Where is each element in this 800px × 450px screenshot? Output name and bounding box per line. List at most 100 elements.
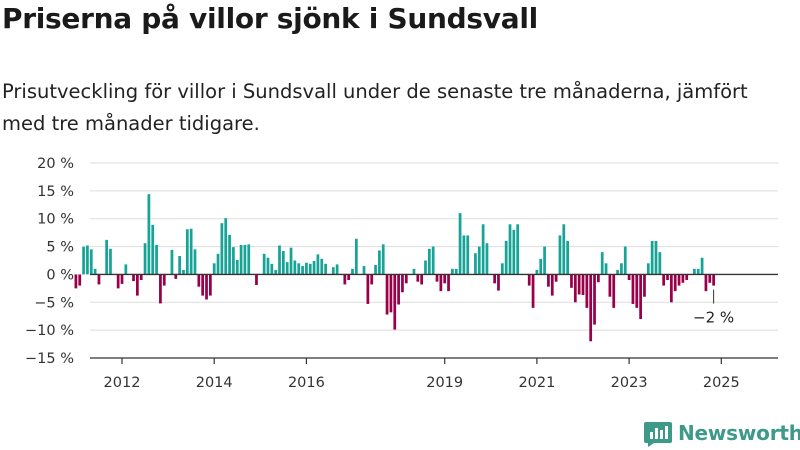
bar xyxy=(543,246,546,275)
bar xyxy=(620,263,623,275)
bar xyxy=(597,274,600,283)
bar xyxy=(431,246,435,275)
bar xyxy=(451,268,454,275)
bar xyxy=(182,269,185,275)
bar xyxy=(324,263,327,275)
bar xyxy=(658,252,662,275)
bar xyxy=(136,274,139,296)
bar xyxy=(443,274,447,284)
bar xyxy=(362,266,366,275)
newsworthy-logo: Newsworthy xyxy=(644,419,800,447)
newsworthy-logo-text: Newsworthy xyxy=(678,421,800,445)
x-tick-label: 2019 xyxy=(426,375,463,391)
bar xyxy=(612,274,616,308)
bar xyxy=(627,274,631,280)
bar xyxy=(643,274,646,297)
annotation-layer: −2 % xyxy=(693,289,734,327)
bar xyxy=(435,274,439,282)
bar xyxy=(393,274,397,330)
bar xyxy=(416,274,420,282)
bar xyxy=(412,268,416,275)
bar xyxy=(558,235,562,275)
bar xyxy=(162,274,166,286)
bar xyxy=(89,249,93,275)
bar xyxy=(673,274,677,292)
bar xyxy=(82,246,85,275)
x-tick-label: 2014 xyxy=(196,375,233,391)
bar xyxy=(170,249,174,275)
bar xyxy=(654,241,658,275)
bar xyxy=(378,250,381,275)
bar xyxy=(155,244,158,275)
x-tick-label: 2012 xyxy=(104,375,141,391)
bar xyxy=(708,274,712,283)
bar xyxy=(243,244,247,275)
bar xyxy=(593,274,596,325)
bar xyxy=(696,268,700,275)
bar xyxy=(424,260,427,275)
bar xyxy=(477,246,481,275)
bar xyxy=(316,254,320,275)
bar xyxy=(401,274,404,293)
bar xyxy=(220,223,224,275)
x-tick-label: 2021 xyxy=(518,375,555,391)
bar xyxy=(159,274,162,304)
bar xyxy=(439,274,443,292)
bar xyxy=(320,258,324,275)
bar xyxy=(635,274,639,308)
bar xyxy=(124,264,128,275)
bar xyxy=(512,229,516,275)
bar xyxy=(504,241,508,275)
bar xyxy=(224,218,228,275)
x-axis: 2012 2014 2016 2019 2021 2023 2025 xyxy=(90,357,778,391)
bar xyxy=(208,274,212,296)
bar xyxy=(197,274,201,287)
bar xyxy=(335,264,339,275)
bar xyxy=(285,262,289,275)
bar xyxy=(347,274,351,280)
bar xyxy=(681,274,685,283)
bar xyxy=(270,263,274,275)
bar xyxy=(351,268,354,275)
bar xyxy=(650,241,654,275)
bar xyxy=(485,243,489,275)
bar xyxy=(389,274,393,313)
bar xyxy=(447,274,450,292)
y-tick-label: 10 % xyxy=(37,212,74,228)
bar xyxy=(420,274,424,285)
bar xyxy=(573,274,577,303)
y-tick-label: −15 % xyxy=(25,351,74,367)
bar xyxy=(343,274,347,285)
bar xyxy=(281,251,285,275)
bar xyxy=(147,194,151,275)
bar xyxy=(669,274,673,303)
bar xyxy=(585,274,589,308)
bar xyxy=(508,224,512,275)
bar xyxy=(712,274,715,286)
bar xyxy=(354,238,358,275)
bars xyxy=(74,194,715,342)
bar xyxy=(228,234,231,275)
bar xyxy=(278,245,281,275)
bar xyxy=(500,263,504,275)
bar xyxy=(547,274,550,287)
bar xyxy=(274,269,278,275)
bar xyxy=(93,268,97,275)
bar xyxy=(247,244,251,275)
bar xyxy=(493,274,497,284)
bar xyxy=(105,239,108,275)
y-axis-labels: 20 % 15 % 10 % 5 % 0 % −5 % −10 % −15 % xyxy=(25,156,74,367)
bar xyxy=(381,244,385,275)
bar xyxy=(385,274,389,315)
bar xyxy=(293,260,297,275)
bar xyxy=(235,259,239,275)
bar xyxy=(301,266,304,275)
bar xyxy=(266,257,270,275)
bar xyxy=(570,274,573,288)
bar xyxy=(550,274,554,296)
bar xyxy=(539,258,543,275)
bar xyxy=(646,263,650,275)
bar xyxy=(397,274,400,305)
bar xyxy=(374,264,377,275)
bar xyxy=(427,248,431,275)
